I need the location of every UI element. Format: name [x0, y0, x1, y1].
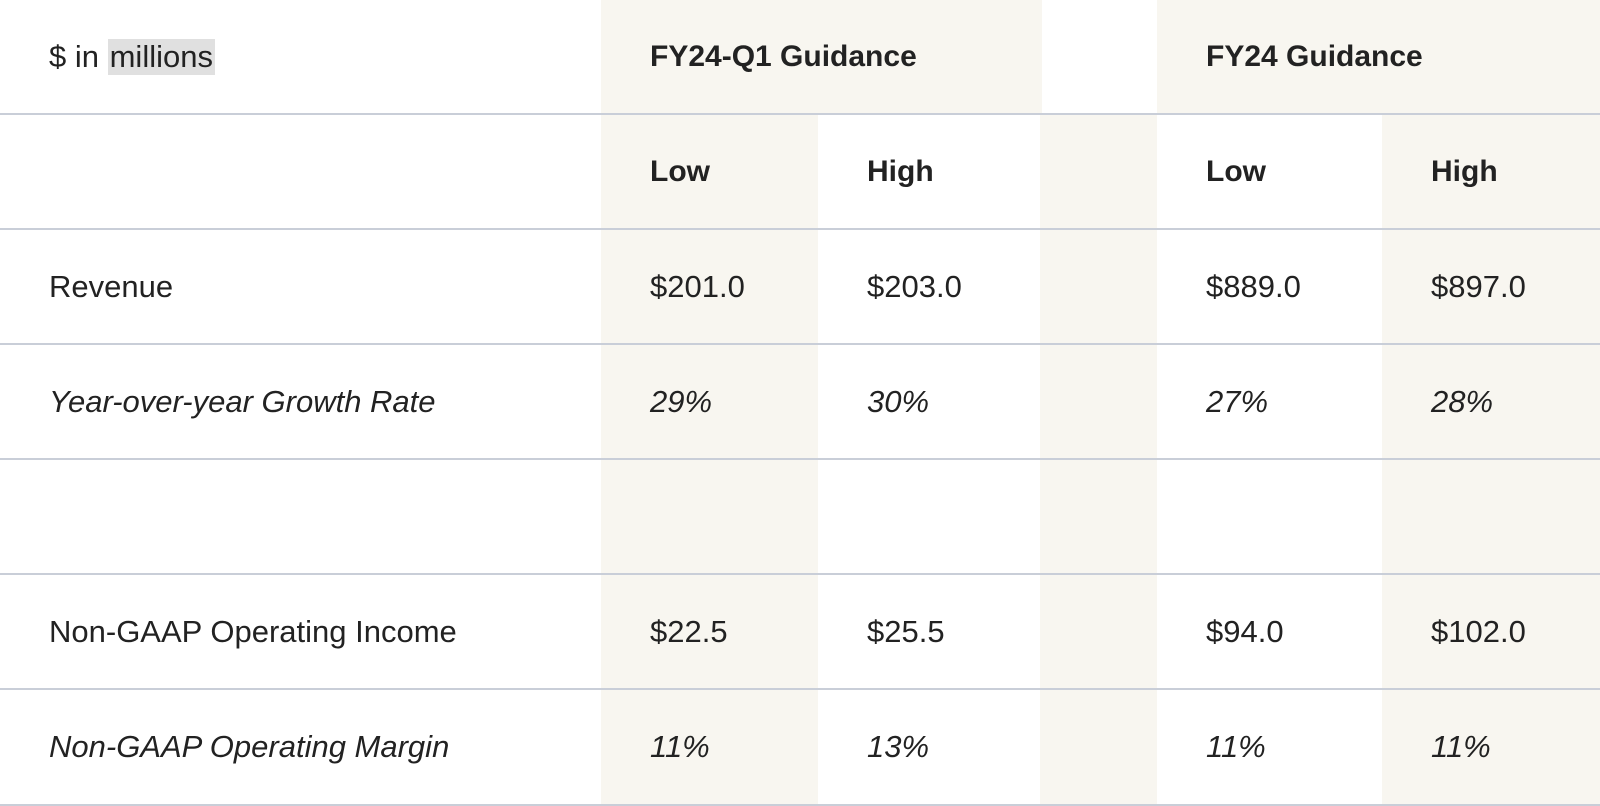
header-row: $ in millions FY24-Q1 Guidance FY24 Guid…	[0, 0, 1600, 115]
row-label: Non-GAAP Operating Income	[49, 613, 457, 649]
spacer-row	[0, 460, 1600, 575]
q1-high-header: High	[867, 154, 934, 188]
subheader-row: Low High Low High	[0, 115, 1600, 230]
fy24-high-column-bg	[1382, 115, 1600, 806]
table-cell: $203.0	[867, 268, 962, 304]
q1-low-header: Low	[650, 154, 710, 188]
table-cell: 27%	[1206, 383, 1269, 419]
table-cell: 28%	[1431, 383, 1494, 419]
table-cell: 11%	[650, 728, 710, 764]
table-row: Year-over-year Growth Rate 29% 30% 27% 2…	[0, 345, 1600, 460]
row-label: Revenue	[49, 268, 174, 304]
table-cell: 29%	[650, 383, 713, 419]
table-cell: $94.0	[1206, 613, 1284, 649]
table-row: Non-GAAP Operating Margin 11% 13% 11% 11…	[0, 690, 1600, 806]
table-cell: 11%	[1431, 728, 1491, 764]
table-cell: $201.0	[650, 268, 745, 304]
table-cell: 30%	[867, 383, 930, 419]
q1-guidance-header: FY24-Q1 Guidance	[650, 39, 917, 73]
table-cell: 13%	[867, 728, 930, 764]
row-label: Year-over-year Growth Rate	[49, 383, 436, 419]
row-label: Non-GAAP Operating Margin	[49, 728, 450, 764]
table-row: Non-GAAP Operating Income $22.5 $25.5 $9…	[0, 575, 1600, 690]
fy24-guidance-header: FY24 Guidance	[1206, 39, 1423, 73]
table-cell: $102.0	[1431, 613, 1526, 649]
units-prefix: $ in	[49, 38, 99, 74]
fy24-guidance-header-bg	[1157, 0, 1600, 115]
q1-low-column-bg	[601, 115, 818, 806]
units-highlight: millions	[107, 38, 215, 75]
table-cell: $897.0	[1431, 268, 1526, 304]
units-label: $ in millions	[49, 0, 215, 113]
fy24-high-header: High	[1431, 154, 1498, 188]
q1-guidance-header-bg	[601, 0, 1042, 115]
table-row: Revenue $201.0 $203.0 $889.0 $897.0	[0, 230, 1600, 345]
table-cell: $22.5	[650, 613, 728, 649]
fy24-low-header: Low	[1206, 154, 1266, 188]
table-cell: $25.5	[867, 613, 945, 649]
table-cell: 11%	[1206, 728, 1266, 764]
table-cell: $889.0	[1206, 268, 1301, 304]
spacer-column-bg	[1040, 115, 1157, 806]
